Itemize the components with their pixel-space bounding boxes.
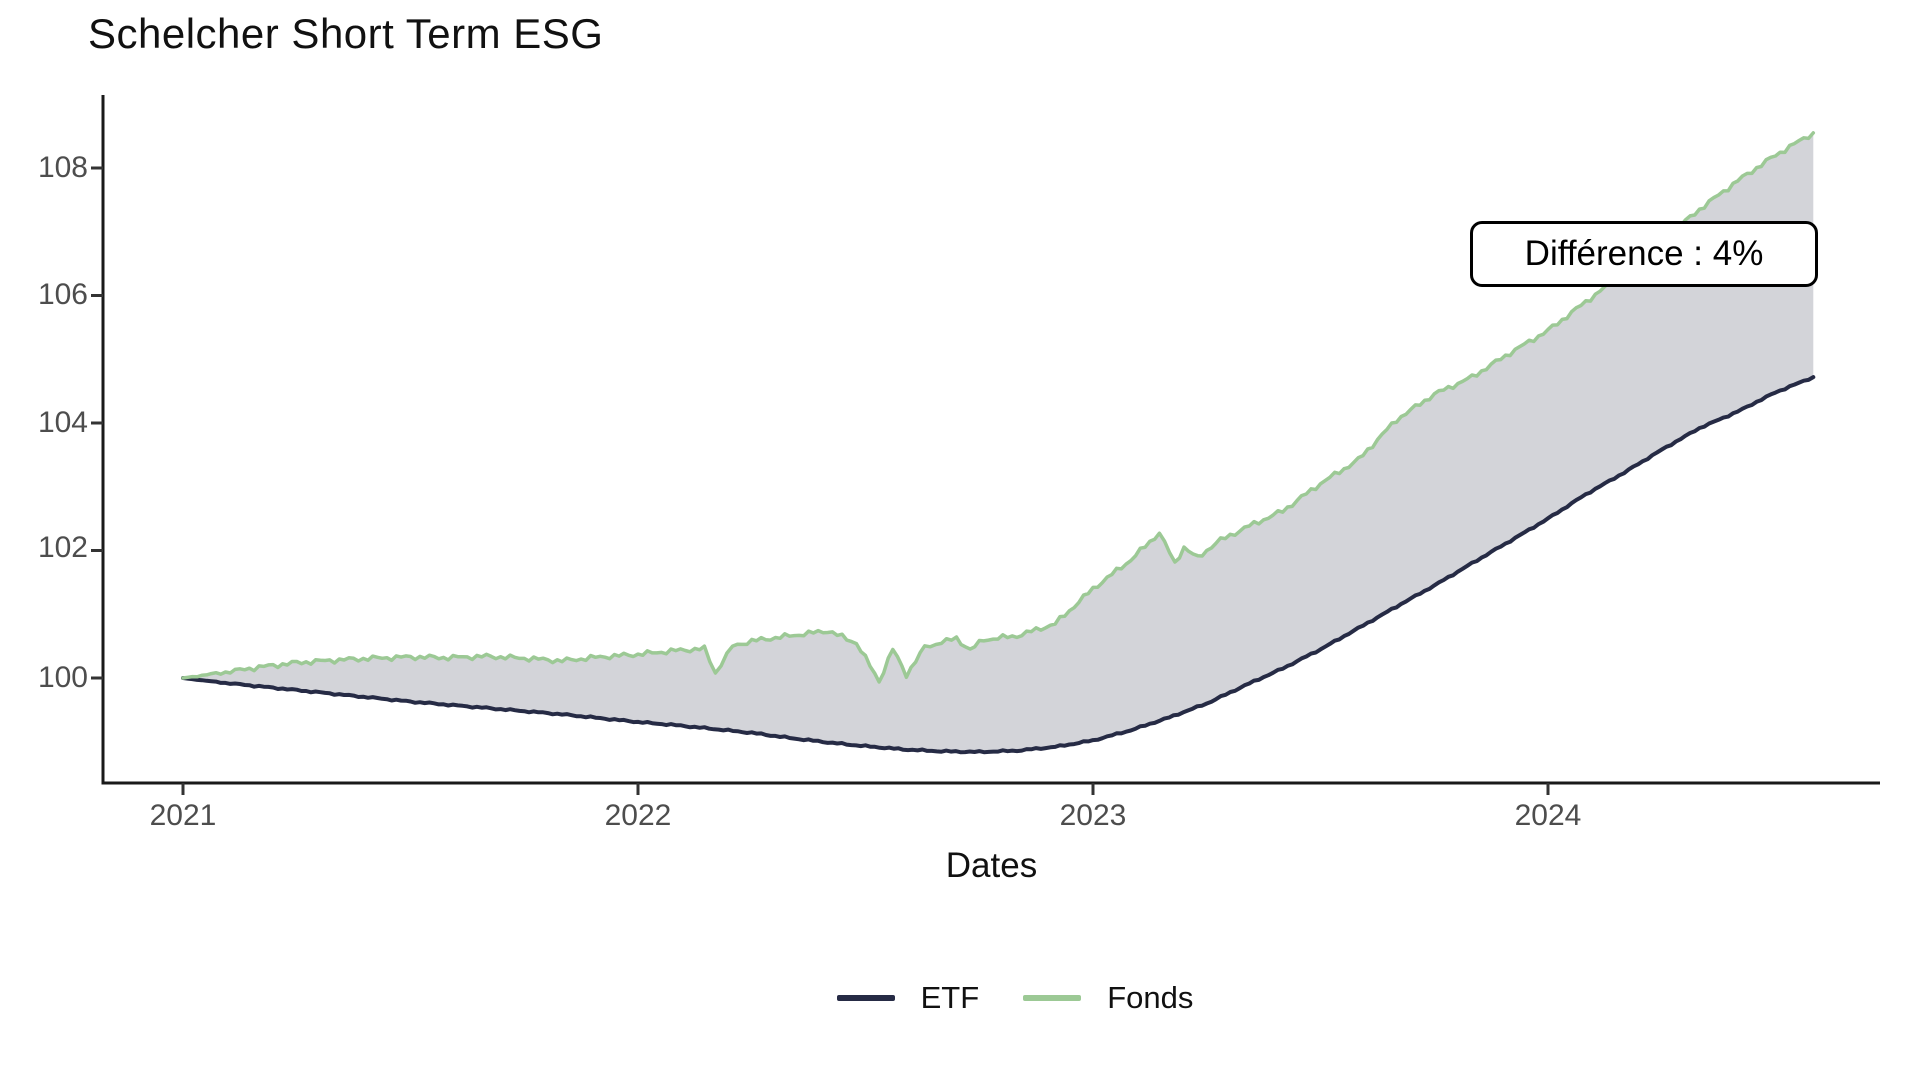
- legend-label-fonds: Fonds: [1107, 980, 1194, 1015]
- x-tick-label: 2022: [604, 799, 672, 832]
- legend-label-etf: ETF: [920, 980, 980, 1015]
- y-tick-label: 102: [37, 531, 88, 564]
- legend-item-etf: ETF: [836, 980, 980, 1016]
- legend-item-fonds: Fonds: [1023, 980, 1193, 1016]
- y-tick-label: 104: [37, 406, 88, 439]
- x-axis-title: Dates: [945, 846, 1038, 885]
- chart-title: Schelcher Short Term ESG: [88, 10, 604, 57]
- fonds-line-swatch: [1023, 995, 1082, 1001]
- y-tick-label: 106: [37, 278, 88, 311]
- legend: ETF Fonds: [110, 980, 1920, 1016]
- difference-annotation: Différence : 4%: [1470, 221, 1818, 287]
- etf-line-swatch: [836, 995, 895, 1001]
- y-tick-label: 108: [37, 151, 88, 184]
- x-tick-label: 2023: [1059, 799, 1127, 832]
- x-tick-label: 2024: [1514, 799, 1582, 832]
- y-tick-label: 100: [37, 661, 88, 694]
- x-tick-label: 2021: [149, 799, 217, 832]
